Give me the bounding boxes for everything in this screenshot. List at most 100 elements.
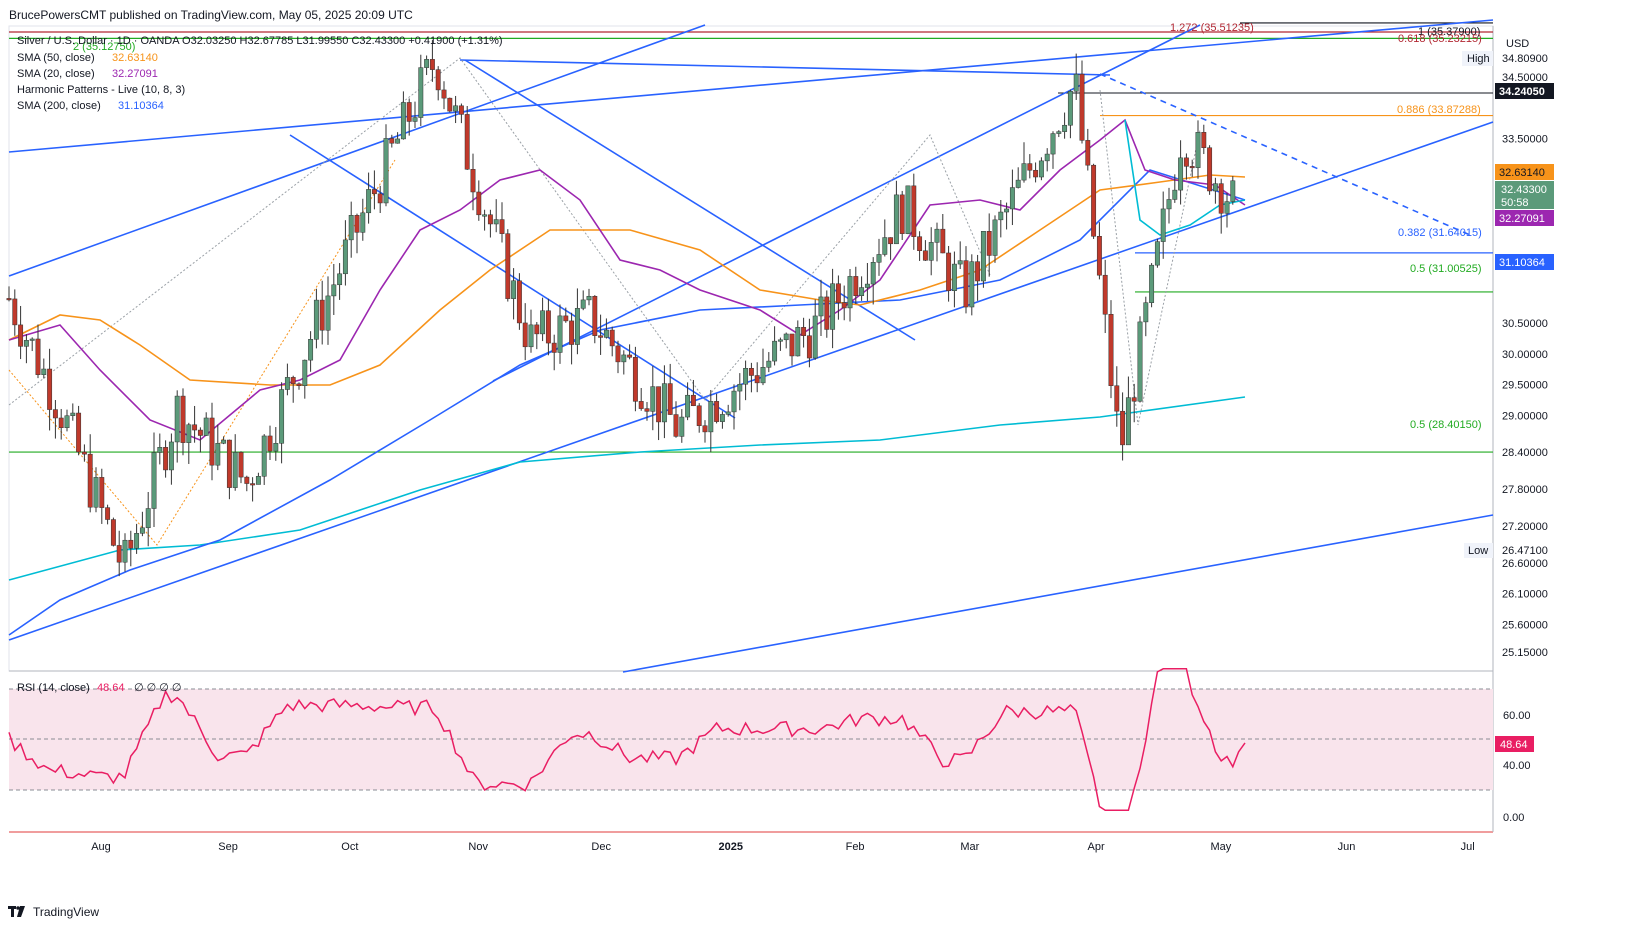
candle-body [1067, 91, 1073, 126]
candle-body [203, 417, 209, 436]
candle-body [667, 383, 673, 415]
sma50-badge-text: 32.63140 [1499, 167, 1545, 179]
candle-body [1207, 147, 1213, 192]
candle-body [934, 228, 940, 243]
candle-body [395, 138, 401, 144]
time-tick: 2025 [719, 841, 743, 853]
price-tick: 28.40000 [1502, 447, 1548, 459]
candle-body [714, 401, 720, 422]
footer-brand: TradingView [33, 905, 100, 919]
candle-body [342, 239, 348, 275]
candle-body [1038, 160, 1044, 178]
candle-body [621, 354, 627, 363]
legend-sma200-label: SMA (200, close) [17, 100, 101, 112]
price-tick: 27.20000 [1502, 521, 1548, 533]
candle-body [586, 295, 592, 301]
candle-body [1050, 133, 1056, 155]
price-tick: 29.00000 [1502, 410, 1548, 422]
rsi-axis[interactable]: 60.00 48.64 40.00 0.00 [1495, 710, 1534, 824]
candle-body [1056, 131, 1062, 134]
falling-channel-line-b [464, 59, 916, 341]
time-tick: May [1211, 841, 1232, 853]
candle-body [1154, 241, 1160, 266]
candle-body [389, 138, 395, 144]
candle-body [458, 105, 464, 115]
candle-body [215, 443, 221, 466]
candle-body [702, 425, 708, 433]
candle-body [35, 338, 41, 375]
candle-body [615, 345, 621, 363]
low-value: 26.47100 [1502, 545, 1548, 557]
candle-body [81, 451, 87, 455]
time-tick: Aug [91, 841, 111, 853]
candle-body [406, 102, 412, 122]
candle-body [337, 273, 343, 286]
candle-body [279, 389, 285, 444]
moving-averages [8, 118, 1246, 636]
fib-label-5b: 0.5 (28.40150) [1410, 419, 1482, 431]
legend-sma50-value: 32.63140 [112, 52, 158, 64]
candle-body [743, 368, 749, 385]
candle-body [893, 194, 899, 245]
candle-body [1172, 189, 1178, 200]
candle-body [1137, 321, 1143, 402]
candle-body [1073, 73, 1079, 92]
candle-body [64, 415, 70, 428]
candle-body [168, 441, 174, 471]
candle-body [696, 405, 702, 426]
candle-body [209, 417, 215, 466]
candle-body [267, 435, 273, 452]
footer: TradingView [8, 905, 99, 919]
candle-body [864, 283, 870, 288]
candle-body [1044, 153, 1050, 162]
candle-body [789, 333, 795, 357]
sma20-badge [1495, 210, 1554, 226]
fib-label-2: 2 (35.12750) [73, 41, 135, 53]
candle-body [1183, 157, 1189, 167]
low-tag-bg [1464, 543, 1493, 558]
candle-body [70, 412, 76, 416]
candle-body [760, 367, 766, 384]
time-tick: Oct [341, 841, 358, 853]
candle-body [93, 477, 99, 508]
candle-body [493, 219, 499, 225]
candle-body [725, 411, 731, 415]
candle-body [453, 105, 459, 112]
candle-body [876, 254, 882, 263]
candle-body [1195, 132, 1201, 168]
candle-body [661, 383, 667, 423]
wedge-top-line [459, 59, 1111, 76]
candle-body [122, 539, 128, 563]
candle-body [145, 508, 151, 529]
candle-body [824, 296, 830, 330]
candle-body [134, 533, 140, 549]
candle-body [731, 390, 737, 413]
sma50-line [8, 174, 1246, 386]
published-caption: BrucePowersCMT published on TradingView.… [9, 8, 413, 22]
rsi-line [8, 668, 1246, 811]
candle-body [545, 310, 551, 344]
candle-body [1201, 132, 1207, 148]
candle-body [470, 169, 476, 193]
legend-harmonic-label: Harmonic Patterns - Live (10, 8, 3) [17, 84, 185, 96]
rsi-extra: ∅ ∅ ∅ ∅ [134, 682, 182, 694]
candle-body [284, 377, 290, 390]
price-tick: 34.50000 [1502, 72, 1548, 84]
rsi-polyline [8, 668, 1246, 811]
price-tick: 30.50000 [1502, 318, 1548, 330]
candle-body [1125, 397, 1131, 446]
candle-body [899, 194, 905, 234]
candle-body [58, 417, 64, 428]
price-axis[interactable]: USD 34.8090034.5000033.5000031.5000030.5… [1462, 38, 1554, 659]
candle-body [1230, 180, 1236, 202]
candle-body [853, 276, 859, 296]
price-tick: 25.60000 [1502, 619, 1548, 631]
sma20-line [8, 118, 1246, 441]
candle-body [522, 322, 528, 348]
candle-body [969, 261, 975, 308]
price-tick: 26.10000 [1502, 589, 1548, 601]
time-axis[interactable]: Aug Sep Oct Nov Dec 2025 Feb Mar Apr May Jun Jul [91, 841, 1474, 853]
sma-blue-line [8, 169, 1246, 636]
candle-body [528, 324, 534, 348]
